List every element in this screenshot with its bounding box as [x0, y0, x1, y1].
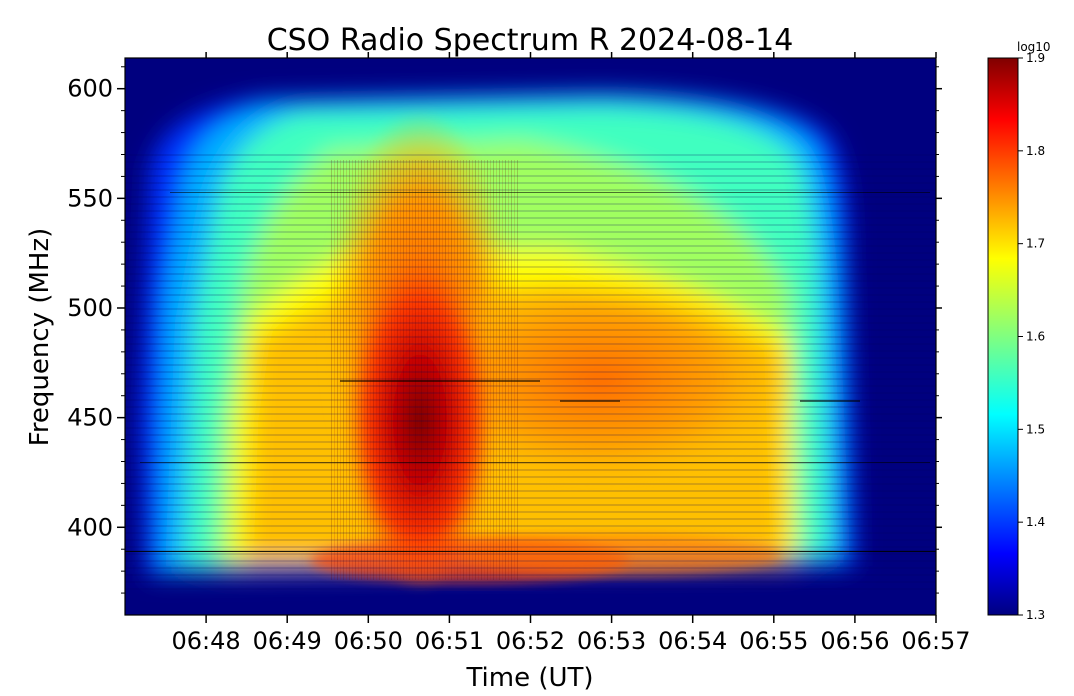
colorbar-label: log10: [1017, 40, 1051, 54]
x-tick-label: 06:54: [658, 627, 727, 655]
y-axis-label: Frequency (MHz): [25, 228, 55, 447]
y-tick-label: 600: [67, 75, 113, 103]
y-tick-label: 400: [67, 513, 113, 541]
x-tick-label: 06:57: [901, 627, 970, 655]
colorbar-tick-label: 1.4: [1026, 515, 1045, 529]
y-tick-label: 450: [67, 404, 113, 432]
x-tick-label: 06:53: [577, 627, 646, 655]
colorbar-tick-label: 1.6: [1026, 330, 1045, 344]
colorbar-ticks: 1.3 1.4 1.5 1.6 1.7 1.8 1.9: [1018, 51, 1045, 622]
colorbar-tick-label: 1.3: [1026, 608, 1045, 622]
x-tick-label: 06:50: [334, 627, 403, 655]
x-tick-label: 06:52: [496, 627, 565, 655]
x-tick-label: 06:49: [253, 627, 322, 655]
colorbar-tick-label: 1.9: [1026, 51, 1045, 65]
spectrogram-image: [125, 58, 936, 615]
y-tick-label: 550: [67, 184, 113, 212]
colorbar-tick-label: 1.7: [1026, 237, 1045, 251]
x-tick-label: 06:55: [739, 627, 808, 655]
x-ticks: 06:48 06:49 06:50 06:51 06:52 06:53 06:54 06:55…: [172, 52, 971, 655]
y-ticks: 400 450 500 550 600: [67, 66, 942, 594]
interference-lines: [140, 192, 930, 463]
colorbar-tick-label: 1.8: [1026, 144, 1045, 158]
x-axis-label: Time (UT): [465, 663, 593, 693]
x-tick-label: 06:48: [172, 627, 241, 655]
x-tick-label: 06:51: [415, 627, 484, 655]
colorbar: [987, 57, 1019, 616]
colorbar-tick-label: 1.5: [1026, 422, 1045, 436]
y-tick-label: 500: [67, 294, 113, 322]
x-tick-label: 06:56: [820, 627, 889, 655]
